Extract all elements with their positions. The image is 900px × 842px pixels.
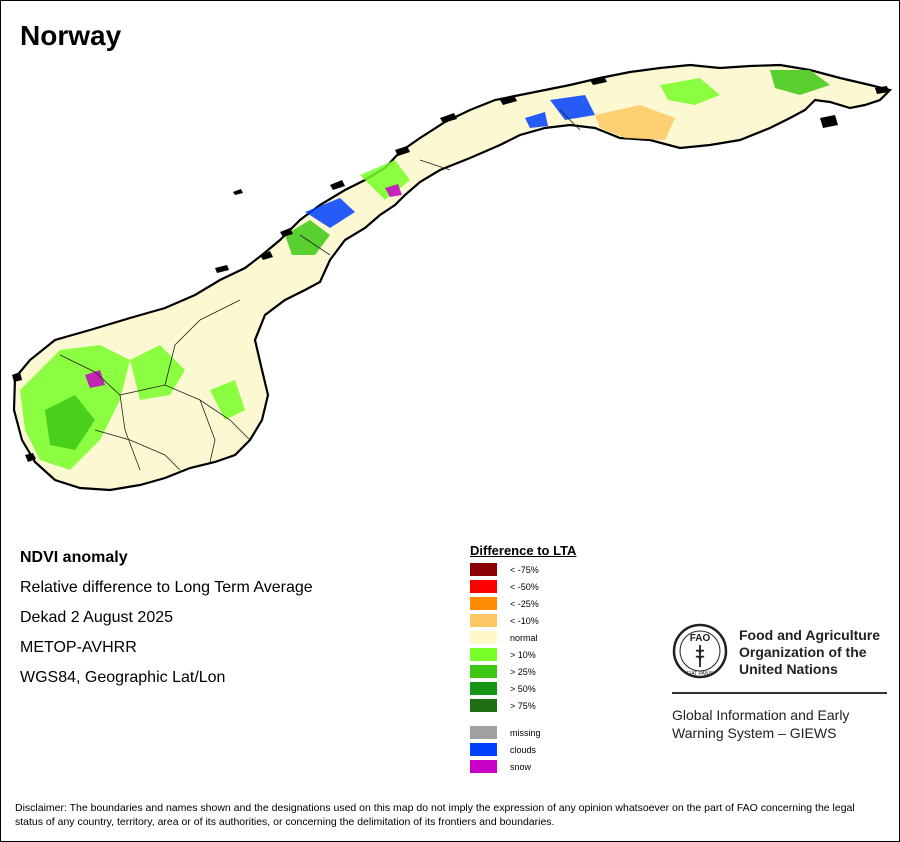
patch-positive-north bbox=[660, 78, 720, 105]
map-title: Norway bbox=[20, 20, 122, 51]
info-sensor: METOP-AVHRR bbox=[20, 639, 137, 656]
fao-name-line: Organization of the bbox=[739, 644, 867, 660]
island bbox=[590, 76, 607, 85]
legend-swatch bbox=[470, 699, 497, 712]
fao-name-line: Food and Agriculture bbox=[739, 627, 881, 643]
island bbox=[330, 180, 345, 190]
anomaly-patches bbox=[20, 70, 830, 470]
legend-item: > 10% bbox=[470, 648, 536, 661]
island bbox=[820, 115, 838, 128]
fao-logo-motto: FIAT PANIS bbox=[687, 671, 714, 677]
legend-label: > 25% bbox=[510, 666, 536, 677]
legend-item: normal bbox=[470, 631, 538, 644]
fao-organization-name: Food and Agriculture Organization of the… bbox=[739, 627, 880, 678]
info-title: NDVI anomaly bbox=[20, 549, 128, 566]
island bbox=[280, 228, 293, 237]
legend-item: < -50% bbox=[470, 580, 539, 593]
legend-item: > 25% bbox=[470, 665, 536, 678]
patch-snow-nordland bbox=[385, 184, 402, 197]
legend-label: < -25% bbox=[510, 598, 539, 609]
legend-swatch bbox=[470, 665, 497, 678]
county-boundary bbox=[419, 159, 451, 171]
legend-swatch bbox=[470, 580, 497, 593]
legend-item: clouds bbox=[470, 743, 536, 756]
patch-positive-east bbox=[210, 380, 245, 420]
legend-item: < -25% bbox=[470, 597, 539, 610]
info-projection: WGS84, Geographic Lat/Lon bbox=[20, 669, 226, 686]
legend-item: < -10% bbox=[470, 614, 539, 627]
legend-label: snow bbox=[510, 761, 532, 772]
legend-label: > 75% bbox=[510, 700, 536, 711]
divider bbox=[672, 692, 887, 694]
legend-swatch bbox=[470, 760, 497, 773]
county-boundary bbox=[199, 399, 216, 463]
patch-clouds-nordland bbox=[305, 198, 355, 228]
island bbox=[440, 113, 457, 123]
info-description: Relative difference to Long Term Average bbox=[20, 579, 313, 596]
fao-logo-icon: FAO FIAT PANIS bbox=[672, 623, 728, 684]
island bbox=[25, 453, 36, 462]
legend-swatch bbox=[470, 648, 497, 661]
island bbox=[260, 251, 273, 260]
legend-swatch bbox=[470, 726, 497, 739]
patch-clouds-north2 bbox=[525, 112, 548, 128]
legend-item: missing bbox=[470, 726, 541, 739]
legend-label: < -50% bbox=[510, 581, 539, 592]
coastal-islands bbox=[12, 76, 889, 462]
legend-item: > 50% bbox=[470, 682, 536, 695]
legend-swatch bbox=[470, 631, 497, 644]
legend-item: snow bbox=[470, 760, 531, 773]
island bbox=[875, 86, 889, 94]
fao-name-line: United Nations bbox=[739, 661, 838, 677]
giews-name: Global Information and Early Warning Sys… bbox=[672, 706, 849, 742]
patch-positive-northeast bbox=[770, 70, 830, 95]
island bbox=[395, 146, 410, 156]
giews-line: Global Information and Early bbox=[672, 707, 850, 723]
patch-clouds-north bbox=[550, 95, 595, 120]
county-boundaries bbox=[59, 109, 581, 471]
patch-positive-trondelag bbox=[285, 220, 330, 255]
county-boundary bbox=[559, 109, 581, 131]
county-boundary bbox=[94, 429, 181, 471]
norway-map bbox=[12, 63, 893, 492]
legend-swatch bbox=[470, 682, 497, 695]
giews-line: Warning System – GIEWS bbox=[672, 725, 837, 741]
island bbox=[233, 189, 243, 195]
island bbox=[215, 265, 229, 273]
legend-label: > 10% bbox=[510, 649, 536, 660]
county-boundary bbox=[164, 299, 241, 386]
legend-swatch bbox=[470, 614, 497, 627]
legend-swatch bbox=[470, 597, 497, 610]
county-boundary bbox=[299, 234, 331, 256]
legend-label: < -10% bbox=[510, 615, 539, 626]
legend-label: < -75% bbox=[510, 564, 539, 575]
info-period: Dekad 2 August 2025 bbox=[20, 609, 174, 626]
legend-label: missing bbox=[510, 727, 541, 738]
legend-label: clouds bbox=[510, 744, 537, 755]
legend-label: normal bbox=[510, 632, 538, 643]
disclaimer: Disclaimer: The boundaries and names sho… bbox=[15, 802, 855, 828]
legend-item: > 75% bbox=[470, 699, 536, 712]
patch-strong-southwest bbox=[45, 395, 95, 450]
legend-label: > 50% bbox=[510, 683, 536, 694]
island bbox=[12, 372, 22, 382]
patch-negative-finnmark bbox=[595, 105, 675, 140]
legend-swatch bbox=[470, 743, 497, 756]
legend-item: < -75% bbox=[470, 563, 539, 576]
legend-title: Difference to LTA bbox=[470, 543, 577, 558]
island bbox=[500, 95, 517, 105]
patch-snow-west bbox=[85, 370, 105, 388]
legend-swatch bbox=[470, 563, 497, 576]
fao-logo-text: FAO bbox=[690, 633, 711, 644]
norway-landmass bbox=[12, 63, 893, 492]
